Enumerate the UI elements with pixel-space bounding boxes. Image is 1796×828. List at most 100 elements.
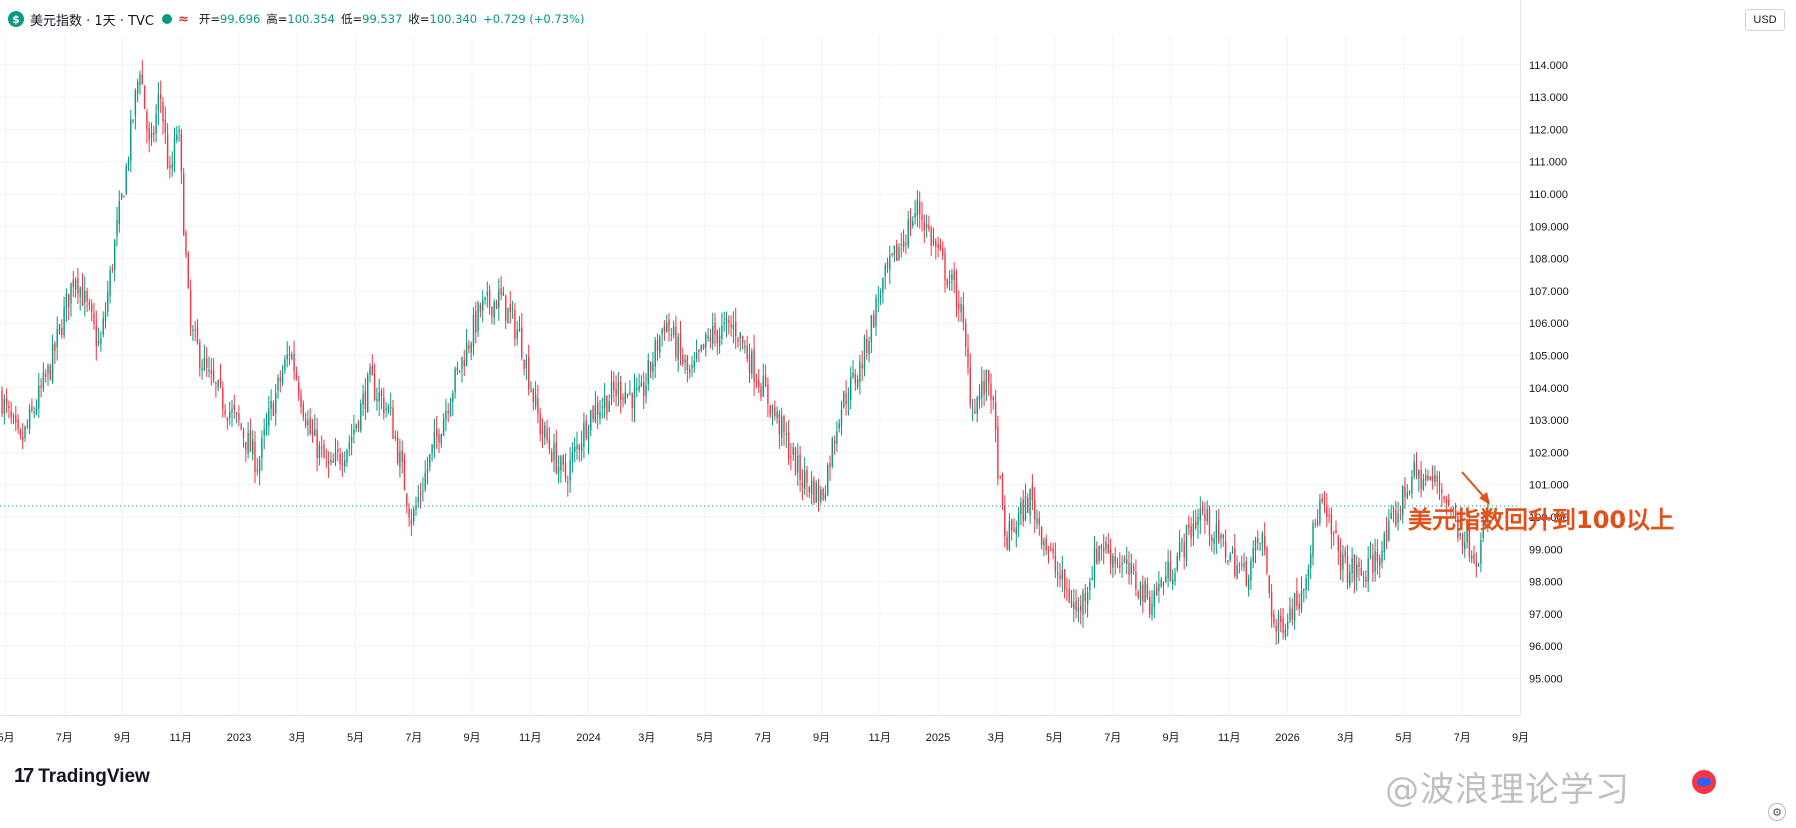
candle-body xyxy=(613,381,615,391)
symbol-badge-icon[interactable]: $ xyxy=(8,11,24,27)
ohlc-low: 低=99.537 xyxy=(341,11,402,27)
candle-body xyxy=(647,360,649,384)
candle-body xyxy=(1204,514,1206,521)
settings-gear-icon[interactable]: ⚙ xyxy=(1768,803,1786,821)
candle-body xyxy=(81,286,84,306)
candle-body xyxy=(173,137,176,166)
candle-body xyxy=(344,460,346,467)
candle-body xyxy=(753,349,755,382)
candle-body xyxy=(176,134,178,141)
candle-body xyxy=(1369,556,1372,558)
compare-icon[interactable]: ≈ xyxy=(177,11,189,27)
candle-body xyxy=(1473,554,1475,563)
candle-body xyxy=(1422,478,1425,490)
candle-body xyxy=(114,239,116,271)
candle-body xyxy=(879,295,882,298)
candle-body xyxy=(744,345,746,348)
y-tick-label: 108.000 xyxy=(1529,254,1569,266)
candle-body xyxy=(988,370,990,383)
candle-body xyxy=(15,415,17,423)
candle-body xyxy=(505,295,507,321)
candle-body xyxy=(787,432,790,459)
candle-body xyxy=(484,296,486,300)
candle-body xyxy=(946,279,948,286)
candle-body xyxy=(1452,508,1454,510)
x-tick-label: 9月 xyxy=(813,732,830,744)
candle-body xyxy=(153,132,155,136)
candle-body xyxy=(189,291,192,328)
candle-body xyxy=(286,354,288,360)
x-tick-label: 5月 xyxy=(1395,732,1412,744)
candle-body xyxy=(682,354,684,364)
candle-body xyxy=(1436,476,1438,482)
candle-body xyxy=(1282,618,1284,633)
candle-body xyxy=(91,304,93,313)
candle-body xyxy=(240,423,242,430)
candle-body xyxy=(1307,568,1310,577)
currency-button[interactable]: USD xyxy=(1745,9,1785,31)
candle-body xyxy=(1335,529,1337,534)
candle-body xyxy=(774,407,776,417)
candle-body xyxy=(1468,525,1471,558)
candle-body xyxy=(1284,629,1287,637)
candle-body xyxy=(845,393,847,405)
candle-body xyxy=(1337,536,1339,551)
candle-body xyxy=(263,429,265,436)
candle-body xyxy=(769,405,771,416)
candle-body xyxy=(1103,547,1105,552)
candle-body xyxy=(751,350,753,374)
candle-body xyxy=(111,268,114,270)
candle-body xyxy=(764,375,767,387)
candle-body xyxy=(212,370,215,381)
candle-body xyxy=(847,401,850,403)
candle-body xyxy=(534,394,537,407)
candle-body xyxy=(54,343,56,351)
x-tick-label: 11月 xyxy=(519,732,541,744)
candle-body xyxy=(523,359,525,369)
candle-body xyxy=(1001,473,1004,506)
candle-body xyxy=(1172,579,1174,585)
candle-body xyxy=(1215,523,1218,540)
candle-body xyxy=(1425,475,1427,481)
candle-body xyxy=(1218,519,1220,542)
y-tick-label: 107.000 xyxy=(1529,286,1569,298)
candle-body xyxy=(585,420,587,438)
candle-body xyxy=(194,329,196,331)
y-tick-label: 106.000 xyxy=(1529,318,1569,330)
candle-body xyxy=(1077,607,1080,612)
candle-body xyxy=(256,469,258,472)
candle-body xyxy=(617,382,620,394)
candle-body xyxy=(63,306,65,336)
candle-body xyxy=(5,398,8,404)
candle-body xyxy=(1259,542,1261,544)
candle-body xyxy=(431,444,433,454)
candle-body xyxy=(873,314,875,328)
tradingview-logo[interactable]: 17 TradingView xyxy=(14,765,150,788)
live-indicator-icon xyxy=(1692,770,1716,794)
candle-body xyxy=(93,313,95,324)
symbol-title[interactable]: 美元指数 · 1天 · TVC xyxy=(30,13,154,29)
candle-body xyxy=(1224,541,1227,558)
candle-body xyxy=(850,376,852,400)
candle-body xyxy=(916,199,919,216)
candle-body xyxy=(1406,492,1408,499)
candle-body xyxy=(672,326,675,336)
candle-body xyxy=(408,508,410,518)
candle-body xyxy=(293,353,295,372)
candle-body xyxy=(68,293,70,308)
y-tick-label: 109.000 xyxy=(1529,221,1569,233)
candle-body xyxy=(537,398,539,415)
candle-body xyxy=(1457,516,1459,539)
candle-body xyxy=(1243,563,1245,568)
candle-body xyxy=(1109,549,1112,565)
candle-body xyxy=(100,338,102,344)
candle-body xyxy=(380,390,383,397)
candle-body xyxy=(1008,521,1011,550)
candle-body xyxy=(785,433,787,435)
candle-body xyxy=(392,407,394,439)
candle-body xyxy=(104,311,107,322)
candle-body xyxy=(728,320,730,323)
price-scale[interactable] xyxy=(1520,0,1796,828)
candle-body xyxy=(1480,540,1482,564)
